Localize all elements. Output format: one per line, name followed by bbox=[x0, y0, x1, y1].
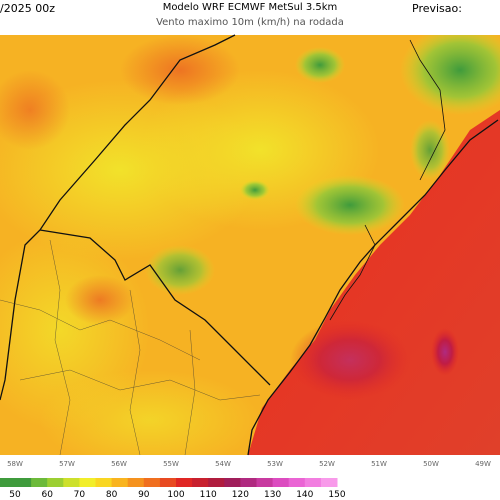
colorbar-tick-label: 130 bbox=[264, 490, 281, 500]
colorbar-swatch bbox=[240, 478, 257, 487]
colorbar-swatch bbox=[224, 478, 241, 487]
colorbar-tick-label: 90 bbox=[138, 490, 150, 500]
colorbar-swatch bbox=[95, 478, 113, 487]
longitude-label: 57W bbox=[59, 460, 75, 468]
longitude-label: 56W bbox=[111, 460, 127, 468]
colorbar-swatch bbox=[127, 478, 145, 487]
longitude-label: 53W bbox=[267, 460, 283, 468]
borders bbox=[0, 34, 499, 456]
municipal-lines bbox=[0, 239, 261, 456]
colorbar-swatch bbox=[143, 478, 161, 487]
model-label: Modelo WRF ECMWF MetSul 3.5km bbox=[163, 2, 338, 13]
colorbar-swatch bbox=[192, 478, 209, 487]
longitude-label: 49W bbox=[475, 460, 491, 468]
colorbar-swatch bbox=[15, 478, 32, 487]
colorbar-swatch bbox=[288, 478, 306, 487]
colorbar-tick-label: 120 bbox=[232, 490, 249, 500]
variable-label: Vento maximo 10m (km/h) na rodada bbox=[156, 17, 344, 28]
longitude-label: 58W bbox=[7, 460, 23, 468]
longitude-label: 55W bbox=[163, 460, 179, 468]
colorbar-swatch bbox=[304, 478, 322, 487]
wind-field bbox=[0, 35, 500, 455]
colorbar-swatch bbox=[47, 478, 64, 487]
longitude-label: 50W bbox=[423, 460, 439, 468]
colorbar-swatch bbox=[63, 478, 80, 487]
colorbar-swatch bbox=[272, 478, 290, 487]
colorbar-tick-label: 70 bbox=[74, 490, 86, 500]
colorbar-swatch bbox=[31, 478, 48, 487]
colorbar-swatch bbox=[320, 478, 338, 487]
longitude-label: 54W bbox=[215, 460, 231, 468]
colorbar-tick-label: 80 bbox=[106, 490, 118, 500]
longitude-label: 52W bbox=[319, 460, 335, 468]
forecast-label: Previsao: bbox=[412, 2, 462, 15]
colorbar-left bbox=[0, 478, 15, 487]
colorbar-tick-label: 140 bbox=[296, 490, 313, 500]
colorbar-swatch bbox=[159, 478, 177, 487]
colorbar-swatch bbox=[111, 478, 129, 487]
longitude-label: 51W bbox=[371, 460, 387, 468]
colorbar-tick-label: 110 bbox=[200, 490, 217, 500]
colorbar-swatch bbox=[256, 478, 274, 487]
colorbar-tick-label: 150 bbox=[328, 490, 345, 500]
longitude-labels: 58W 57W 56W 55W 54W 53W 52W 51W 50W 49W bbox=[7, 460, 491, 468]
colorbar-tick-label: 50 bbox=[9, 490, 21, 500]
colorbar-swatch bbox=[176, 478, 193, 487]
run-label: /2025 00z bbox=[0, 2, 55, 15]
colorbar-tick-label: 100 bbox=[167, 490, 184, 500]
colorbar-tick-label: 60 bbox=[41, 490, 53, 500]
colorbar: 50 60 70 80 90 100 110 120 130 140 150 bbox=[0, 478, 346, 500]
colorbar-swatch bbox=[79, 478, 96, 487]
colorbar-swatch bbox=[208, 478, 225, 487]
